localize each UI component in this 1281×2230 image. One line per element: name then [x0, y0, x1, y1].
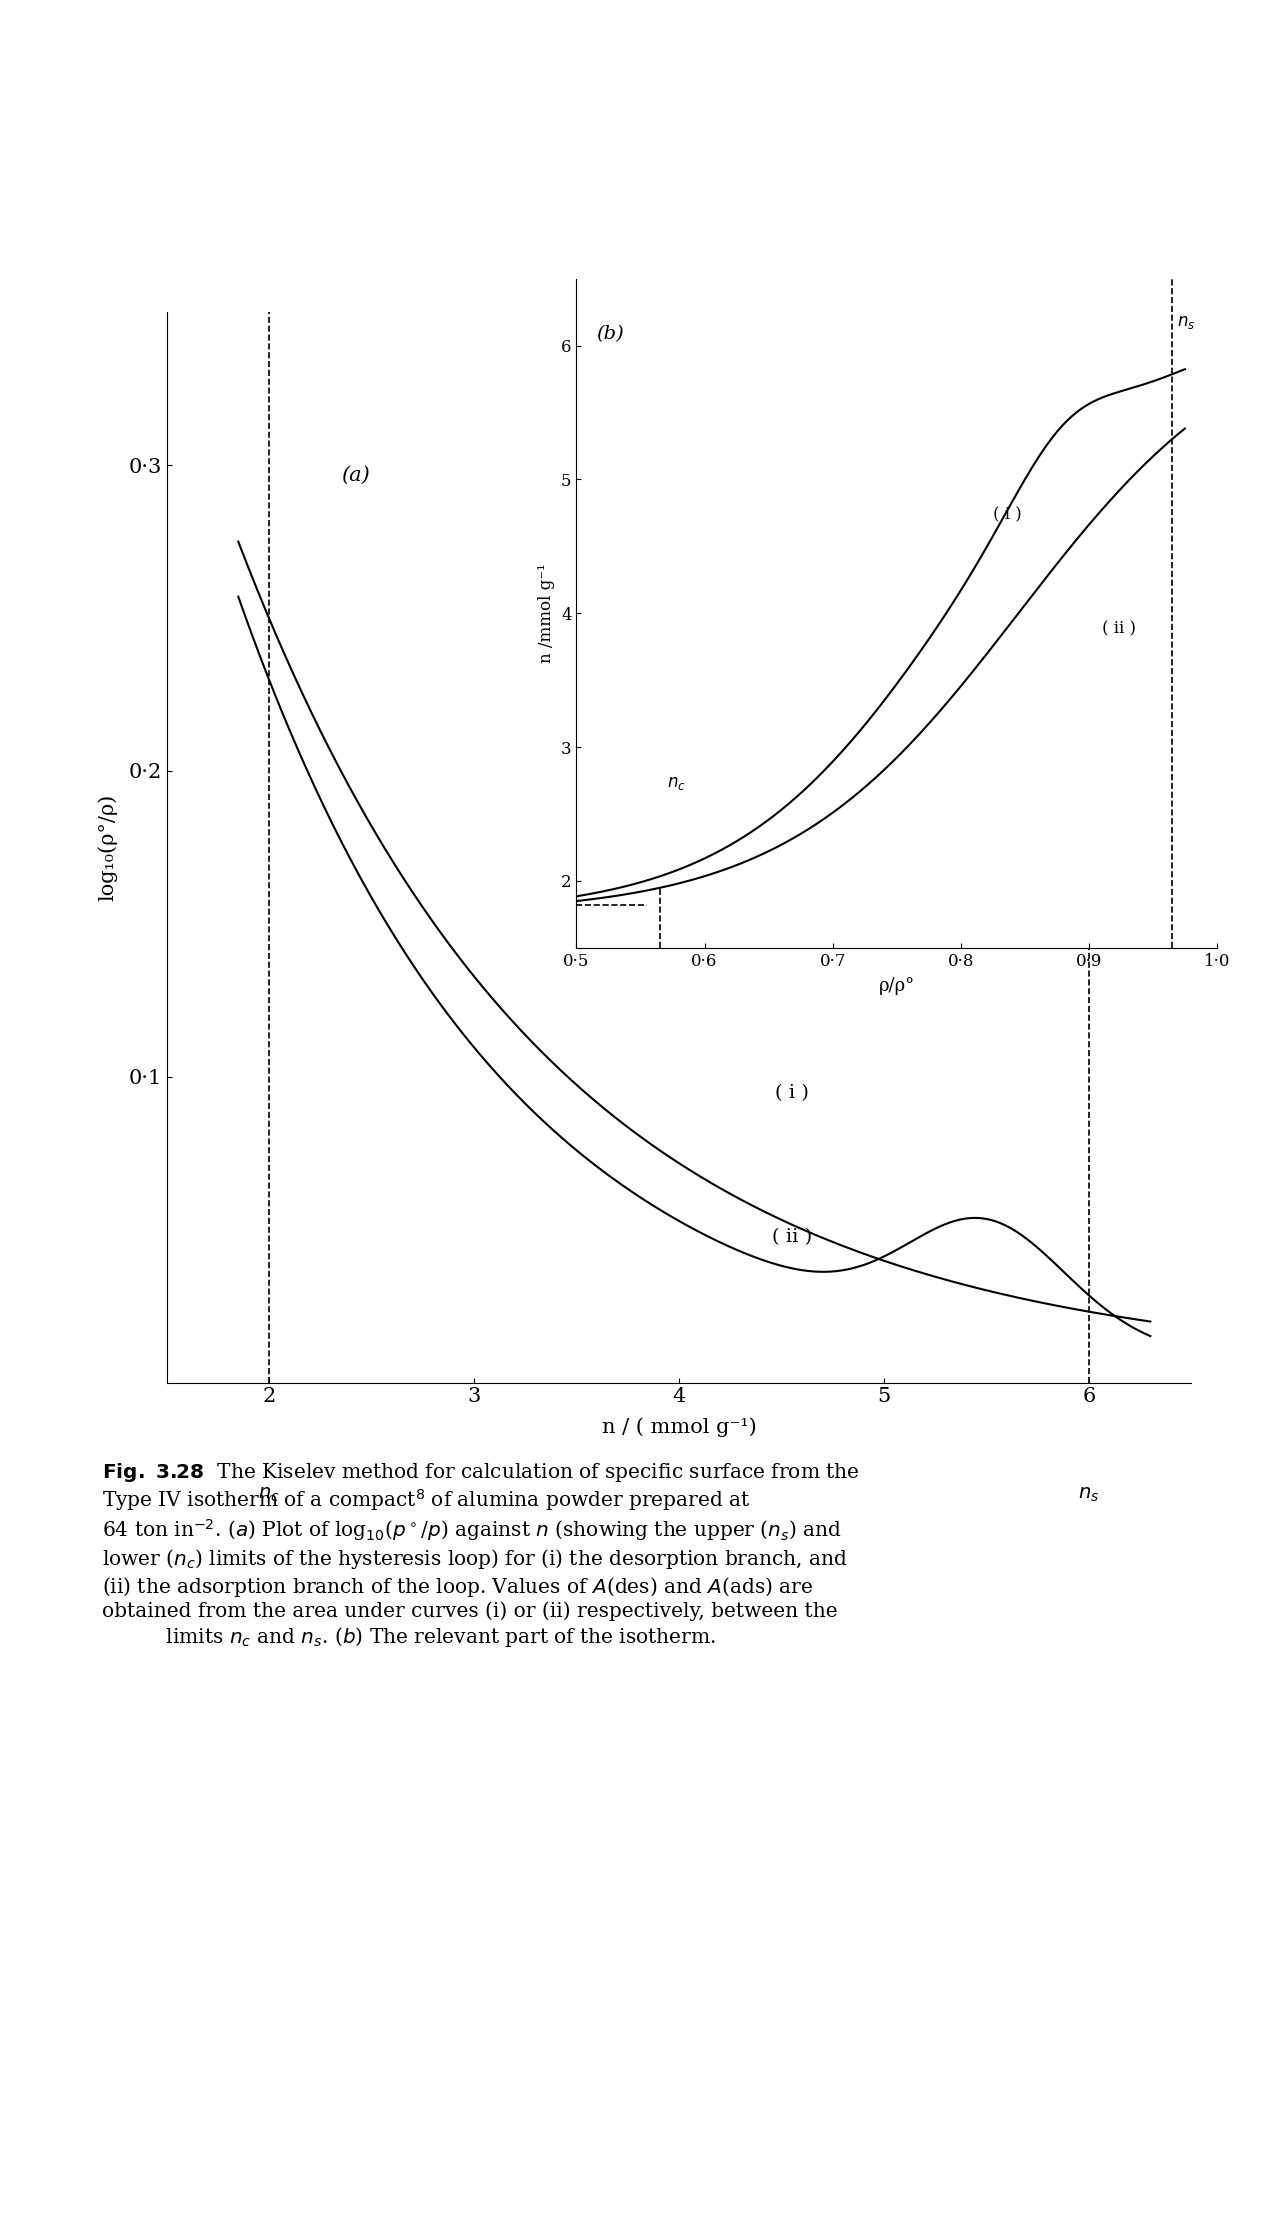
Text: ( ii ): ( ii ) — [1102, 620, 1136, 638]
Text: ( i ): ( i ) — [993, 506, 1021, 524]
Y-axis label: n /mmol g⁻¹: n /mmol g⁻¹ — [538, 564, 556, 662]
Text: (a): (a) — [341, 466, 369, 484]
X-axis label: ρ/ρ°: ρ/ρ° — [879, 977, 915, 995]
Text: $\mathbf{Fig.\ 3.28}$  The Kiselev method for calculation of specific surface fr: $\mathbf{Fig.\ 3.28}$ The Kiselev method… — [102, 1461, 860, 1648]
Text: ( i ): ( i ) — [775, 1084, 808, 1102]
Text: $n_c$: $n_c$ — [259, 1485, 279, 1503]
Text: $n_s$: $n_s$ — [1079, 1485, 1099, 1503]
Text: ( ii ): ( ii ) — [771, 1229, 812, 1247]
X-axis label: n / ( mmol g⁻¹): n / ( mmol g⁻¹) — [602, 1418, 756, 1438]
Y-axis label: log₁₀(ρ°/ρ): log₁₀(ρ°/ρ) — [97, 794, 117, 901]
Text: $n_c$: $n_c$ — [667, 776, 687, 792]
Text: $n_s$: $n_s$ — [1177, 314, 1195, 330]
Text: (b): (b) — [596, 326, 624, 343]
